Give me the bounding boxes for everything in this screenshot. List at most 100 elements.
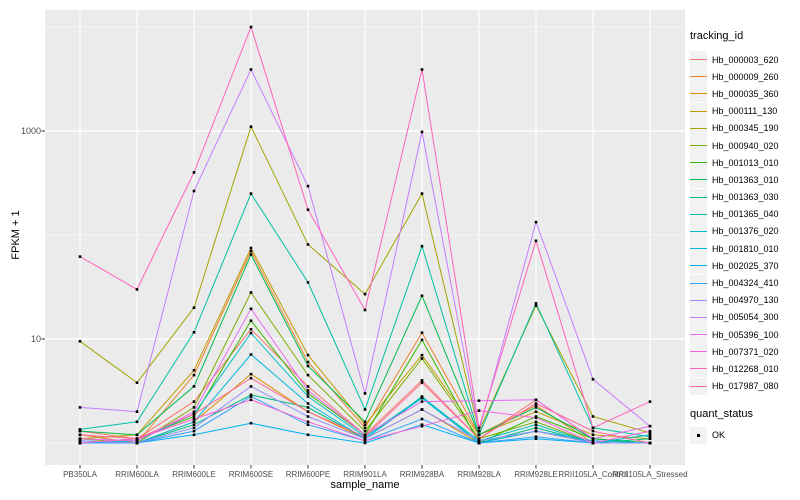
data-point bbox=[420, 294, 424, 298]
x-tick-label-RRII105LA_Stressed: RRII105LA_Stressed bbox=[612, 470, 688, 479]
data-point bbox=[420, 331, 424, 334]
legend-label: Hb_001363_030 bbox=[712, 192, 779, 203]
legend-label: Hb_012268_010 bbox=[712, 363, 779, 374]
data-point bbox=[192, 171, 196, 174]
data-point bbox=[249, 307, 253, 311]
legend-item-Hb_001363_030: Hb_001363_030 bbox=[690, 188, 798, 206]
legend-label: Hb_000111_130 bbox=[712, 106, 778, 117]
data-point bbox=[249, 353, 253, 356]
data-point bbox=[648, 433, 652, 437]
data-point bbox=[534, 304, 538, 307]
legend-key-icon bbox=[690, 257, 707, 275]
data-point bbox=[420, 424, 424, 428]
data-point bbox=[192, 423, 196, 426]
data-point bbox=[192, 415, 196, 418]
legend-item-Hb_002025_370: Hb_002025_370 bbox=[690, 257, 798, 275]
legend-item-Hb_005054_300: Hb_005054_300 bbox=[690, 308, 798, 326]
data-point bbox=[534, 420, 538, 424]
data-point bbox=[363, 435, 367, 438]
data-point bbox=[306, 360, 310, 364]
data-point bbox=[534, 410, 538, 413]
legend-label: Hb_000940_020 bbox=[712, 140, 779, 151]
legend-key-icon bbox=[690, 222, 707, 240]
quant-status-title: quant_status bbox=[690, 407, 753, 420]
legend-item-Hb_001365_040: Hb_001365_040 bbox=[690, 205, 798, 223]
legend-item-Hb_000009_260: Hb_000009_260 bbox=[690, 68, 798, 86]
x-axis-title: sample_name bbox=[330, 479, 400, 491]
data-point bbox=[192, 373, 196, 377]
legend-key-icon bbox=[690, 274, 707, 292]
y-tick-label: 1000 bbox=[20, 126, 41, 136]
data-point bbox=[192, 426, 196, 430]
data-point bbox=[135, 420, 139, 424]
data-point bbox=[363, 292, 367, 296]
data-point bbox=[591, 415, 595, 418]
data-point bbox=[306, 389, 310, 392]
data-point bbox=[591, 429, 595, 433]
legend-label: Hb_007371_020 bbox=[712, 346, 779, 357]
data-point bbox=[477, 409, 481, 412]
data-point bbox=[249, 421, 253, 425]
data-point bbox=[534, 437, 538, 440]
legend-label: Hb_001363_010 bbox=[712, 174, 779, 185]
data-point bbox=[78, 255, 82, 258]
data-point bbox=[135, 410, 139, 413]
data-point bbox=[249, 395, 253, 398]
data-point bbox=[420, 68, 424, 71]
data-point bbox=[534, 398, 538, 402]
data-point bbox=[192, 433, 196, 437]
data-point bbox=[648, 424, 652, 428]
data-point bbox=[192, 400, 196, 403]
data-point bbox=[363, 426, 367, 430]
legend-label: Hb_001365_040 bbox=[712, 209, 779, 220]
data-point bbox=[534, 239, 538, 243]
x-tick-label-RRIM928LA: RRIM928LA bbox=[457, 470, 501, 479]
data-point bbox=[135, 381, 139, 384]
data-point bbox=[363, 437, 367, 440]
data-point bbox=[306, 385, 310, 388]
data-point bbox=[534, 220, 538, 224]
data-point bbox=[192, 406, 196, 409]
data-point bbox=[306, 395, 310, 398]
data-point bbox=[534, 302, 538, 305]
data-point bbox=[249, 192, 253, 195]
data-point bbox=[192, 189, 196, 193]
legend-key-icon bbox=[690, 308, 707, 326]
data-point bbox=[648, 400, 652, 403]
legend-item-Hb_000035_360: Hb_000035_360 bbox=[690, 85, 798, 103]
data-point bbox=[78, 433, 82, 437]
data-point bbox=[591, 441, 595, 445]
data-point bbox=[306, 423, 310, 426]
legend-key-icon bbox=[690, 360, 707, 378]
data-point bbox=[534, 402, 538, 405]
x-tick-label-RRII105LA_Control: RRII105LA_Control bbox=[558, 470, 628, 479]
legend-key-icon bbox=[690, 343, 707, 361]
data-point bbox=[249, 376, 253, 380]
data-point bbox=[420, 423, 424, 426]
data-point bbox=[306, 402, 310, 405]
x-tick-label-PB350LA: PB350LA bbox=[63, 470, 97, 479]
data-point bbox=[477, 433, 481, 437]
data-point bbox=[420, 379, 424, 382]
legend-item-Hb_001810_010: Hb_001810_010 bbox=[690, 240, 798, 258]
data-point bbox=[420, 408, 424, 411]
data-point bbox=[306, 415, 310, 418]
x-tick-label-RRIM928BA: RRIM928BA bbox=[399, 470, 445, 479]
data-point bbox=[306, 410, 310, 413]
data-point bbox=[249, 246, 253, 250]
data-point bbox=[306, 243, 310, 246]
quant-status-item: OK bbox=[690, 426, 798, 444]
data-point bbox=[249, 372, 253, 376]
data-point bbox=[363, 439, 367, 443]
data-point bbox=[420, 357, 424, 360]
data-point bbox=[420, 417, 424, 421]
data-point bbox=[249, 328, 253, 331]
data-point bbox=[420, 192, 424, 195]
data-point bbox=[363, 441, 367, 445]
data-point bbox=[249, 393, 253, 397]
data-point bbox=[306, 281, 310, 284]
data-point bbox=[591, 437, 595, 440]
data-point bbox=[306, 433, 310, 437]
y-axis-title: FPKM + 1 bbox=[10, 210, 22, 260]
